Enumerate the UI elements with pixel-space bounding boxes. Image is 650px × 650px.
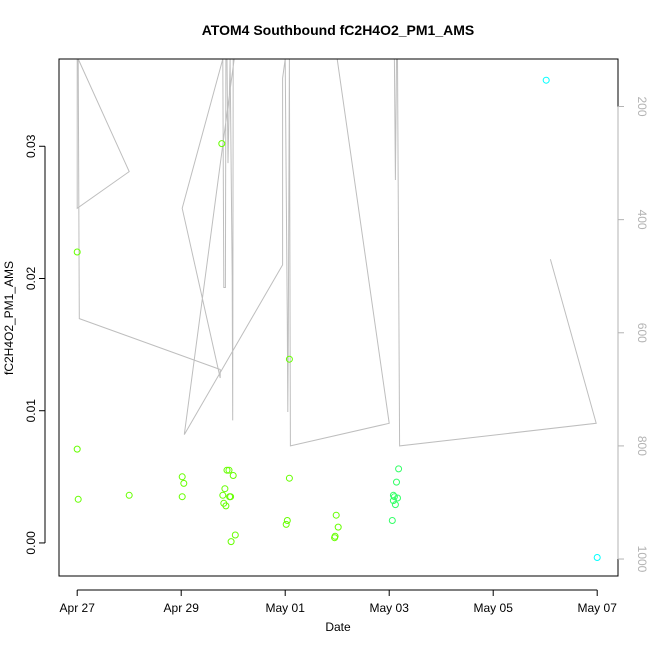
data-point — [231, 531, 239, 539]
data-point — [178, 473, 186, 481]
data-point — [223, 466, 231, 474]
chart-title: ATOM4 Southbound fC2H4O2_PM1_AMS — [202, 22, 475, 38]
data-point — [388, 517, 396, 524]
data-point — [227, 538, 235, 546]
x-axis: Apr 27 Apr 29 May 01 May 03 May 05 May 07 — [60, 589, 618, 615]
y2-tick-label: 1000 — [635, 546, 649, 573]
y2-tick-label: 400 — [635, 210, 649, 230]
data-point — [178, 493, 186, 501]
data-point — [229, 472, 237, 479]
data-point — [222, 502, 230, 510]
y-tick-label: 0.01 — [24, 399, 38, 423]
data-point — [283, 517, 291, 524]
data-point — [218, 140, 226, 148]
x-axis-label: Date — [325, 620, 351, 634]
data-point — [225, 466, 233, 474]
data-point — [395, 465, 403, 473]
data-point — [394, 494, 401, 502]
x-tick-label: Apr 27 — [60, 601, 96, 615]
data-point — [282, 520, 290, 528]
y2-tick-label: 800 — [635, 436, 649, 456]
x-tick-label: May 05 — [474, 601, 514, 615]
data-point — [73, 445, 81, 453]
data-point — [285, 355, 293, 363]
data-point — [180, 479, 188, 487]
y-tick-label: 0.00 — [24, 531, 38, 555]
data-point — [74, 495, 82, 503]
y-axis-label: fC2H4O2_PM1_AMS — [2, 261, 16, 375]
plot-frame — [58, 58, 619, 577]
data-point — [334, 523, 342, 531]
y2-tick-label: 600 — [635, 323, 649, 343]
data-point — [593, 554, 601, 561]
secondary-line-layer — [76, 58, 597, 447]
data-point — [221, 485, 229, 493]
x-tick-label: May 03 — [370, 601, 410, 615]
data-point — [125, 491, 133, 499]
data-point — [331, 532, 339, 540]
data-point — [73, 248, 81, 256]
y2-tick-label: 200 — [635, 96, 649, 116]
secondary-series-line — [76, 58, 597, 447]
data-point — [391, 501, 399, 509]
points-layer — [73, 76, 601, 561]
secondary-y-axis: 200 400 600 800 1000 — [617, 96, 649, 573]
data-point — [393, 478, 400, 486]
data-point — [542, 76, 550, 84]
data-point — [390, 493, 398, 501]
data-point — [332, 511, 340, 519]
data-point — [227, 493, 235, 501]
x-tick-label: May 01 — [266, 601, 306, 615]
x-tick-label: May 07 — [578, 601, 618, 615]
data-point — [219, 491, 227, 499]
y-tick-label: 0.02 — [24, 266, 38, 290]
y-tick-label: 0.03 — [24, 134, 38, 158]
y-axis: 0.00 0.01 0.02 0.03 — [24, 134, 46, 555]
x-tick-label: Apr 29 — [164, 601, 200, 615]
data-point — [285, 474, 293, 482]
